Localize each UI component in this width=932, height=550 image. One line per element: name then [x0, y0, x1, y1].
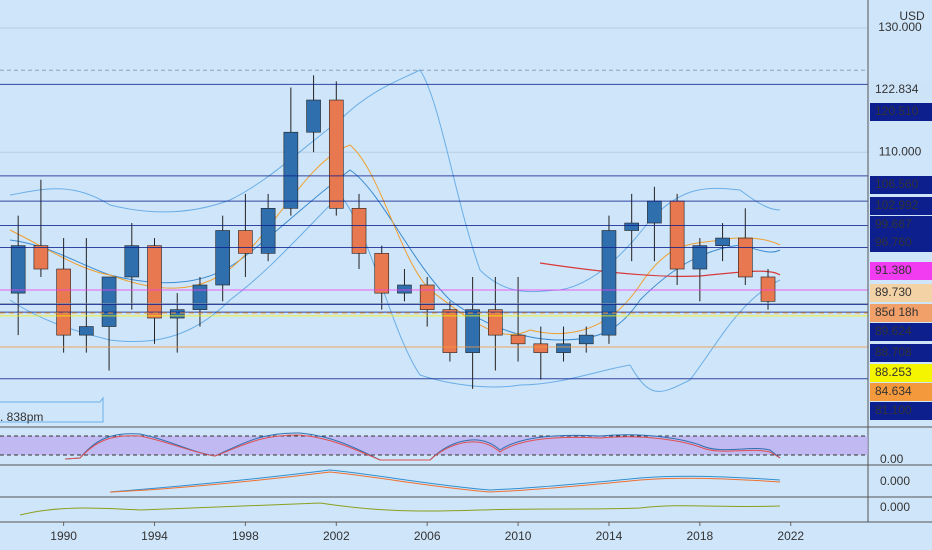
price-label-box	[870, 262, 932, 280]
candle-body	[260, 208, 276, 254]
price-label: 102.992	[875, 198, 919, 212]
price-label-box	[870, 176, 932, 194]
x-tick-label: 2018	[687, 529, 714, 543]
price-label-box	[870, 234, 932, 252]
candle-body	[578, 334, 594, 345]
price-label: 88.253	[875, 365, 912, 379]
price-label-box	[870, 364, 932, 382]
price-label-box	[870, 344, 932, 362]
candles	[10, 75, 776, 389]
candle-body	[79, 326, 94, 336]
candle-body	[101, 276, 117, 327]
countdown: 85d 18h	[875, 305, 918, 319]
y-tick-label: 110.000	[879, 144, 922, 158]
countdown-box	[870, 304, 932, 322]
candle-body	[510, 334, 526, 345]
price-label: 106.560	[875, 177, 919, 191]
candle-body	[442, 309, 458, 353]
candle-body	[669, 200, 685, 270]
candle-body	[147, 245, 162, 319]
grid	[0, 27, 868, 526]
price-label-box	[870, 81, 932, 99]
price-label: 88.708	[875, 345, 912, 359]
x-tick-label: 2010	[505, 529, 532, 543]
macd-line	[109, 469, 781, 493]
price-label: 99.667	[875, 217, 912, 231]
panel-tick-label: 0.000	[880, 474, 910, 488]
candle-body	[328, 99, 344, 209]
price-lines	[0, 69, 868, 380]
price-label: 89.624	[875, 324, 912, 338]
x-tick-label: 2006	[414, 529, 441, 543]
rsi-band	[0, 436, 868, 455]
price-label-box	[870, 383, 932, 401]
left-note: . 838pm	[0, 410, 43, 424]
candle-body	[556, 343, 571, 353]
price-label-box	[870, 103, 932, 121]
candle-body	[397, 284, 412, 294]
currency-label: USD	[899, 9, 925, 23]
price-label-box	[870, 284, 932, 302]
candle-body	[624, 222, 639, 231]
candle-body	[715, 237, 730, 246]
price-label: 81.100	[875, 403, 912, 417]
panel-tick-label: 0.00	[880, 452, 904, 466]
candle-body	[124, 245, 140, 278]
candle-body	[351, 208, 367, 254]
candle-body	[737, 237, 753, 278]
candle-body	[601, 230, 617, 336]
candle-body	[306, 99, 321, 133]
price-labels: 130.000 110.000 1990 1994 1998 2002 2006 2010 20…	[50, 20, 932, 543]
price-label-box	[870, 197, 932, 215]
price-label-box	[870, 216, 932, 234]
candle-body	[215, 230, 230, 286]
candle-body	[533, 343, 549, 353]
candle-body	[192, 284, 208, 310]
panel-tick-label: 0.000	[880, 500, 910, 514]
price-label-box	[870, 323, 932, 341]
rsi-signal	[64, 434, 781, 461]
candle-body	[33, 245, 49, 270]
x-tick-label: 1990	[50, 529, 77, 543]
x-tick-label: 1994	[141, 529, 168, 543]
price-label-box	[870, 402, 932, 420]
price-label: 89.730	[875, 285, 912, 299]
price-label: 120.510	[875, 104, 919, 118]
x-tick-label: 1998	[232, 529, 259, 543]
candle-body	[169, 309, 185, 319]
price-label: 122.834	[875, 82, 919, 96]
candle-body	[465, 309, 480, 353]
y-tick-label: 130.000	[878, 20, 922, 34]
price-label: 96.760	[875, 235, 912, 249]
candle-body	[56, 268, 71, 336]
candle-body	[10, 245, 26, 294]
candle-body	[647, 200, 662, 224]
x-tick-label: 2014	[596, 529, 623, 543]
price-label: 91.380	[875, 263, 912, 277]
x-tick-label: 2002	[323, 529, 350, 543]
candle-body	[238, 230, 253, 254]
candle-body	[760, 276, 776, 302]
candle-body	[692, 245, 708, 270]
indicator-fragment	[0, 396, 104, 423]
candle-body	[374, 253, 390, 294]
x-tick-label: 2022	[777, 529, 804, 543]
macd-signal	[109, 471, 781, 493]
price-label: 84.634	[875, 384, 912, 398]
candle-body	[419, 284, 435, 310]
candle-body	[283, 131, 299, 209]
oscillator-line	[19, 502, 781, 516]
